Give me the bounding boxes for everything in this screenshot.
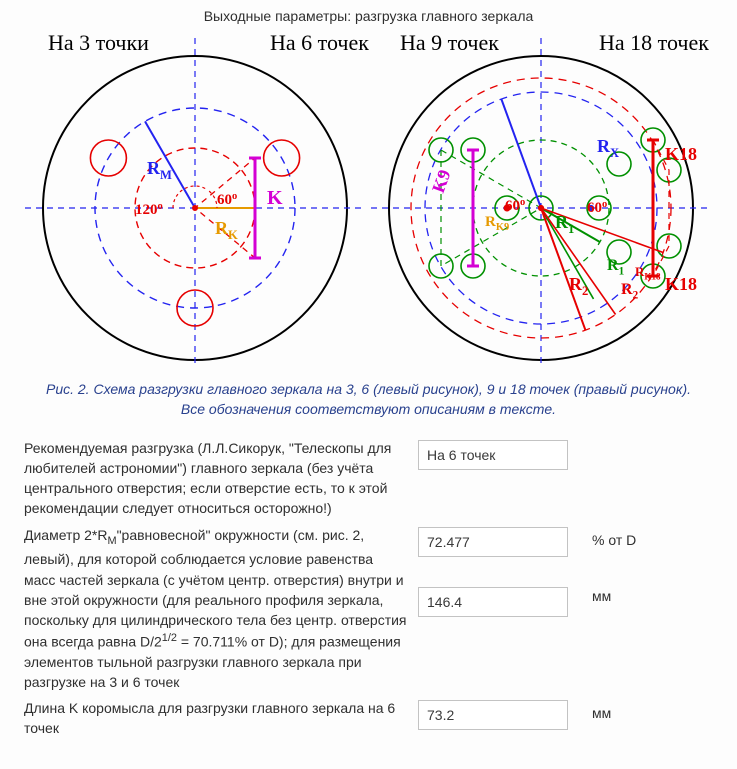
row-recommend: Рекомендуемая разгрузка (Л.Л.Сикорук, "Т…: [24, 438, 713, 519]
field-recommend[interactable]: [418, 440, 568, 470]
page-title: Выходные параметры: разгрузка главного з…: [24, 8, 713, 24]
field-rm-percent[interactable]: [418, 527, 568, 557]
row-label: Длина K коромысла для разгрузки главного…: [24, 698, 418, 739]
row-kbar: Длина K коромысла для разгрузки главного…: [24, 698, 713, 739]
svg-text:K9: K9: [428, 167, 455, 195]
row-label: Диаметр 2*RM"равновесной" окружности (см…: [24, 525, 418, 692]
diagram-svg: RMRKK120o60oRXR1R1R2R2K9RK9K18K18RK1860o…: [24, 26, 712, 366]
svg-text:60o: 60o: [587, 199, 607, 216]
svg-text:60o: 60o: [217, 191, 237, 208]
svg-text:K18: K18: [665, 144, 697, 164]
field-kbar[interactable]: [418, 700, 568, 730]
title-6pt: На 6 точек: [270, 30, 369, 56]
row-unit: % от D мм: [588, 525, 636, 604]
row-unit: [588, 438, 592, 445]
title-3pt: На 3 точки: [48, 30, 149, 56]
svg-text:K18: K18: [665, 274, 697, 294]
svg-text:RK9: RK9: [485, 214, 509, 233]
svg-text:K: K: [267, 187, 283, 209]
title-18pt: На 18 точек: [599, 30, 709, 56]
svg-text:R2: R2: [621, 281, 639, 301]
field-rm-mm[interactable]: [418, 587, 568, 617]
svg-text:RK: RK: [215, 218, 238, 242]
svg-text:60o: 60o: [505, 197, 525, 214]
diagram-container: На 3 точки На 6 точек На 9 точек На 18 т…: [24, 26, 713, 369]
figure-caption: Рис. 2. Схема разгрузки главного зеркала…: [32, 379, 705, 420]
svg-text:R1: R1: [607, 257, 625, 277]
row-label: Рекомендуемая разгрузка (Л.Л.Сикорук, "Т…: [24, 438, 418, 519]
row-unit: мм: [588, 698, 611, 721]
output-rows: Рекомендуемая разгрузка (Л.Л.Сикорук, "Т…: [24, 438, 713, 739]
svg-text:RX: RX: [597, 136, 619, 160]
title-9pt: На 9 точек: [400, 30, 499, 56]
svg-text:120o: 120o: [135, 201, 163, 218]
row-rm: Диаметр 2*RM"равновесной" окружности (см…: [24, 525, 713, 692]
